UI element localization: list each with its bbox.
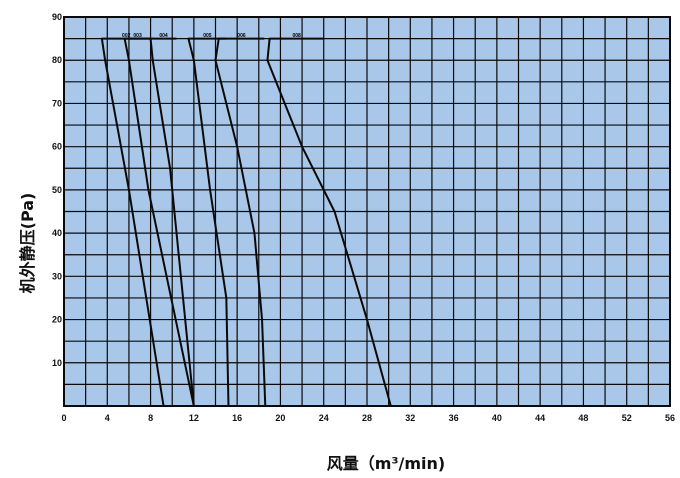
- y-tick-label: 60: [52, 142, 62, 152]
- x-axis-title: 风量（m³/min): [327, 454, 445, 473]
- series-label-004: 004: [159, 33, 168, 39]
- x-tick-label: 44: [535, 413, 545, 423]
- series-line-002: [100, 37, 165, 407]
- y-axis-title: 机外静压(Pa): [18, 193, 37, 294]
- y-tick-label: 70: [52, 98, 62, 108]
- series-line-003: [123, 37, 195, 407]
- y-tick-label: 30: [52, 271, 62, 281]
- series-line-006: [214, 37, 267, 407]
- series-line-004: [149, 37, 195, 407]
- series-tags: 002 003 004 005 006 008: [122, 33, 301, 39]
- x-tick-label: 56: [665, 413, 675, 423]
- series-label-005: 005: [203, 33, 212, 39]
- grid: [63, 16, 671, 407]
- x-tick-label: 24: [319, 413, 329, 423]
- x-tick-label: 4: [105, 413, 110, 423]
- x-tick-label: 16: [232, 413, 242, 423]
- y-tick-label: 20: [52, 315, 62, 325]
- x-tick-label: 32: [405, 413, 415, 423]
- y-tick-labels: 10 20 30 40 50 60 70 80 90: [52, 12, 62, 368]
- series-line-008: [266, 37, 392, 407]
- y-tick-label: 90: [52, 12, 62, 22]
- series-label-006: 006: [237, 33, 246, 39]
- performance-curves: [100, 37, 392, 407]
- x-tick-labels: 0 4 8 12 16 20 24 28 32 36 40 44 48 52 56: [61, 413, 675, 423]
- series-line-005: [187, 37, 230, 407]
- x-tick-label: 40: [492, 413, 502, 423]
- x-tick-label: 28: [362, 413, 372, 423]
- x-tick-label: 52: [622, 413, 632, 423]
- series-label-002: 002: [122, 33, 131, 39]
- plot-border: [63, 16, 671, 407]
- y-tick-label: 10: [52, 358, 62, 368]
- x-tick-label: 20: [275, 413, 285, 423]
- y-tick-label: 50: [52, 185, 62, 195]
- x-tick-label: 48: [578, 413, 588, 423]
- series-label-008: 008: [292, 33, 301, 39]
- x-tick-label: 0: [61, 413, 66, 423]
- x-tick-label: 36: [449, 413, 459, 423]
- x-tick-label: 12: [189, 413, 199, 423]
- y-tick-label: 40: [52, 228, 62, 238]
- x-tick-label: 8: [148, 413, 153, 423]
- y-tick-label: 80: [52, 55, 62, 65]
- series-label-003: 003: [133, 33, 142, 39]
